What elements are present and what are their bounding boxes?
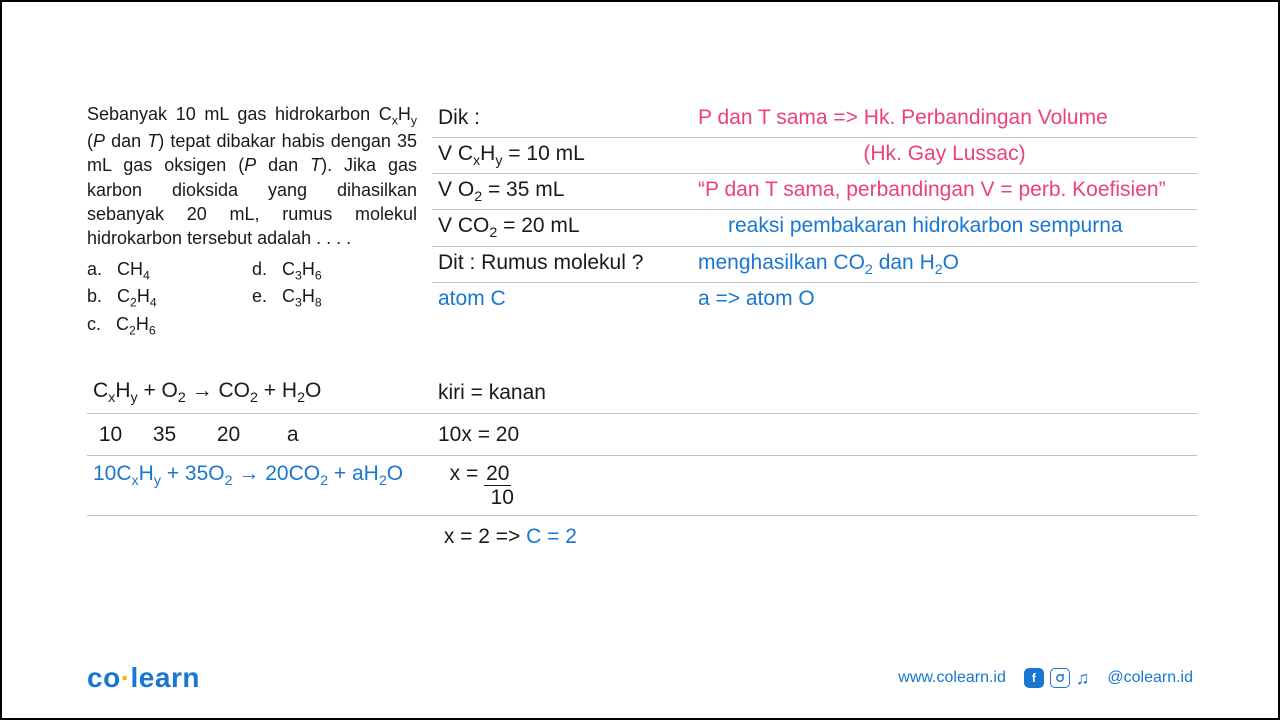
instagram-icon — [1050, 668, 1070, 688]
atom-o-label: a => atom O — [698, 287, 1191, 311]
answer-options: a. CH4 b. C2H4 c. C2H6 d. C3H6 e. C3H8 — [87, 257, 417, 340]
scaled-equation: 10CxHy + 35O2 → 20CO2 + aH2O — [93, 462, 438, 489]
v-co2: V CO2 = 20 mL — [438, 214, 698, 241]
volume-row: 103520a — [93, 423, 438, 447]
dik-label: Dik : — [438, 106, 698, 130]
v-cxhy: V CxHy = 10 mL — [438, 142, 698, 169]
reaction-note-2: menghasilkan CO2 dan H2O — [698, 251, 1191, 278]
kiri-kanan: kiri = kanan — [438, 381, 1191, 405]
solution-right-column: Dik : P dan T sama => Hk. Perbandingan V… — [432, 102, 1197, 319]
facebook-icon: f — [1024, 668, 1044, 688]
footer: co·learn www.colearn.id f ♫ @colearn.id — [87, 662, 1193, 694]
x-result: x = 2 => C = 2 — [438, 525, 1191, 549]
footer-handle: @colearn.id — [1107, 669, 1193, 687]
law-note-2: (Hk. Gay Lussac) — [698, 142, 1191, 166]
atom-c-label: atom C — [438, 287, 698, 311]
problem-text: Sebanyak 10 mL gas hidrokarbon CxHy (P d… — [87, 104, 417, 248]
problem-statement: Sebanyak 10 mL gas hidrokarbon CxHy (P d… — [87, 102, 417, 340]
social-icons: f ♫ — [1024, 668, 1090, 689]
law-note-1: P dan T sama => Hk. Perbandingan Volume — [698, 106, 1191, 130]
x-fraction: x = 20 10 — [438, 462, 1191, 509]
tenx-eq: 10x = 20 — [438, 423, 1191, 447]
footer-url: www.colearn.id — [898, 669, 1006, 687]
law-quote: “P dan T sama, perbandingan V = perb. Ko… — [698, 178, 1191, 202]
reaction-equation: CxHy + O2 → CO2 + H2O — [93, 379, 438, 406]
v-o2: V O2 = 35 mL — [438, 178, 698, 205]
solution-lower: CxHy + O2 → CO2 + H2O kiri = kanan 10352… — [87, 372, 1197, 558]
reaction-note-1: reaksi pembakaran hidrokarbon sempurna — [698, 214, 1191, 238]
colearn-logo: co·learn — [87, 662, 200, 694]
dit-label: Dit : Rumus molekul ? — [438, 251, 698, 275]
tiktok-icon: ♫ — [1076, 668, 1090, 689]
